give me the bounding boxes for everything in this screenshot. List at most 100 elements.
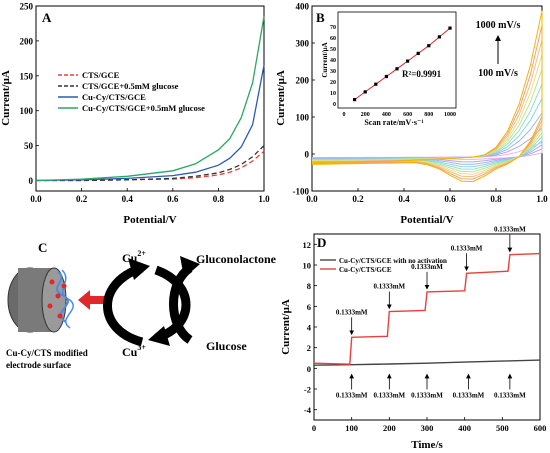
panel-d-lower-step-label: 0.1333mM <box>453 391 485 399</box>
panel-b-xtick-label: 0.6 <box>444 194 456 204</box>
inset-frame <box>337 11 457 109</box>
left-cycle-arrow <box>103 258 150 347</box>
scan-rate-high-label: 1000 mV/s <box>476 20 521 31</box>
panel-a-xtick-label: 0.2 <box>76 194 88 204</box>
inset-point <box>427 44 431 48</box>
inset-ylabel: Current/μA <box>321 42 329 77</box>
inset-ytick-label: 70 <box>330 25 336 31</box>
panel-d-ytick-label: 12 <box>303 240 312 250</box>
panel-a-frame <box>35 5 265 192</box>
panel-d-xlabel: Time/s <box>411 439 443 451</box>
panel-b-ytick-label: 200 <box>296 76 310 86</box>
inset-point <box>437 35 441 39</box>
panel-a-ytick-label: 150 <box>20 71 34 81</box>
panel-d-ylabel: Current/μA <box>280 299 292 355</box>
panel-b-cv-curve <box>311 98 543 168</box>
panel-c-label: C <box>38 240 47 255</box>
electrode-caption-2: electrode surface <box>6 360 71 370</box>
panel-a-series-line <box>36 150 265 182</box>
panel-d-xtick-label: 200 <box>383 423 396 433</box>
inset-xlabel: Scan rate/mV·s⁻¹ <box>364 118 424 127</box>
panel-d-ytick-label: 8 <box>307 281 311 291</box>
inset-xtick-label: 800 <box>424 112 433 118</box>
panel-d-upper-step-label: 0.1333mM <box>494 226 526 234</box>
electrode-drawing <box>7 267 112 333</box>
inset-xtick-label: 400 <box>382 112 391 118</box>
panel-b-xtick-label: 0.0 <box>306 194 318 204</box>
panel-a-xtick-label: 0.4 <box>122 194 134 204</box>
panel-d-lower-step-label: 0.1333mM <box>411 391 443 399</box>
panel-a-legend-label: CTS/GCE+0.5mM glucose <box>82 81 179 91</box>
panel-a-series-line <box>35 16 265 182</box>
panel-c: C Cu-Cy/CTS modified electrode surface C… <box>6 240 277 370</box>
inset-ytick-label: 10 <box>330 91 336 97</box>
inset-point <box>374 82 378 86</box>
panel-a-xtick-label: 1.0 <box>258 194 270 204</box>
panel-d-ytick-label: -4 <box>304 405 312 415</box>
panel-a-ytick-label: 200 <box>20 36 34 46</box>
panel-b-ytick-label: 300 <box>296 39 310 49</box>
inset-xtick-label: 600 <box>403 112 412 118</box>
inset-r2: R²=0.9991 <box>402 69 442 79</box>
inset-ytick-label: 50 <box>330 47 336 53</box>
panel-b-cv-curve <box>311 10 543 183</box>
panel-a-ylabel: Current/μA <box>0 70 12 126</box>
cu-dot <box>47 303 53 309</box>
panel-a-series-line <box>35 65 265 182</box>
panel-d-series-line <box>313 359 541 366</box>
panel-a-series-line <box>36 145 265 182</box>
panel-a-ytick-label: 50 <box>24 141 34 151</box>
panel-a-ytick-label: 0 <box>29 176 34 186</box>
inset-point <box>406 59 410 63</box>
panel-b-ytick-label: 0 <box>305 150 310 160</box>
panel-b-cv-curve <box>312 141 543 160</box>
cu-dot <box>61 283 67 289</box>
panel-d-ytick-label: 4 <box>307 323 312 333</box>
inset-xtick-label: 200 <box>361 112 370 118</box>
inset-ytick-label: 30 <box>330 69 336 75</box>
panel-d-upper-step-label: 0.1333mM <box>336 308 368 316</box>
panel-d-lower-step-label: 0.1333mM <box>494 391 526 399</box>
panel-a: A 0.0 0.2 0.4 0.6 0.8 1.0 0 50 100 150 200 250 CTS/G… <box>0 2 270 227</box>
cu-dot <box>55 293 61 299</box>
panel-d-upper-step-label: 0.1333mM <box>451 244 483 252</box>
panel-d-legend-label: Cu-Cy/CTS/GCE <box>339 266 392 274</box>
panel-d-xtick-label: 600 <box>534 423 547 433</box>
inset-ytick-label: 40 <box>330 58 336 64</box>
panel-a-xtick-label: 0.0 <box>30 194 42 204</box>
panel-b-xtick-label: 0.2 <box>352 194 364 204</box>
panel-a-ytick-label: 250 <box>20 2 34 12</box>
right-cycle-arrow <box>148 265 191 346</box>
panel-d-xtick-label: 400 <box>458 423 471 433</box>
panel-d-xtick-label: 300 <box>421 423 434 433</box>
panel-d-plot: 0 100 200 300 400 500 600 -4 -2 0 2 4 6 8 10 12 Cu-Cy/CT… <box>303 226 547 433</box>
panel-b-xtick-label: 0.4 <box>398 194 410 204</box>
panel-d-series-line <box>313 252 541 365</box>
cu-dot <box>49 279 55 285</box>
panel-d-ytick-label: -2 <box>304 385 311 395</box>
cu3-label: Cu3+ <box>122 343 146 359</box>
panel-d-legend-label: Cu-Cy/CTS/GCE with no activation <box>339 257 447 265</box>
panel-a-xlabel: Potential/V <box>123 214 176 226</box>
electrode-chain-2 <box>61 269 74 329</box>
panel-b-xtick-label: 1.0 <box>536 194 548 204</box>
panel-d-ytick-label: 2 <box>307 343 311 353</box>
panel-b-label: B <box>316 10 325 25</box>
panel-a-legend-label: Cu-Cy/CTS/GCE <box>82 92 146 102</box>
panel-d-ytick-label: 6 <box>307 302 311 312</box>
panel-b-inset: Scan rate/mV·s⁻¹ Current/μA R²=0.9991 0 2… <box>321 11 457 127</box>
glucose-cycle-arrow <box>169 256 200 344</box>
panel-d-ytick-label: 0 <box>307 364 311 374</box>
panel-d-xtick-label: 0 <box>312 423 316 433</box>
panel-d: D 0 100 200 300 400 500 600 -4 -2 0 2 4 6 8 10 12 Cu-Cy/… <box>280 226 546 451</box>
panel-b-xtick-label: 0.8 <box>490 194 502 204</box>
inset-xtick-label: 0 <box>343 112 346 118</box>
panel-d-ytick-label: 10 <box>303 261 312 271</box>
panel-d-upper-step-label: 0.1333mM <box>373 283 405 291</box>
panel-d-label: D <box>317 235 326 250</box>
inset-point <box>416 51 420 55</box>
cu-dot <box>57 313 63 319</box>
glucose-label: Glucose <box>206 339 247 353</box>
